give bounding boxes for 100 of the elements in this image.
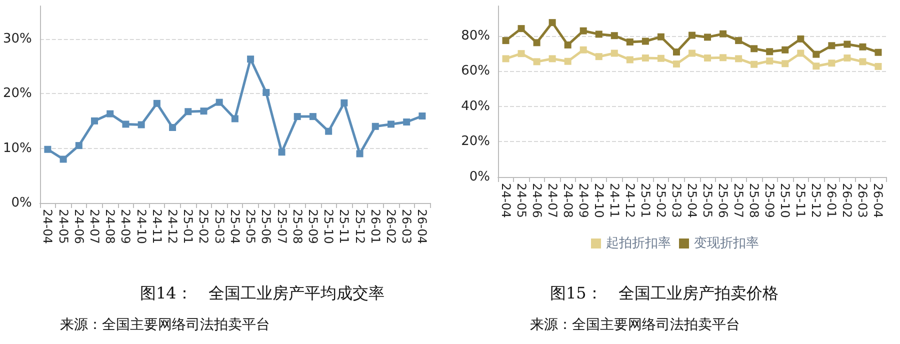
y-tick-label: 20% <box>2 86 32 102</box>
point <box>44 146 52 153</box>
x-tick-label: 24-05 <box>514 183 528 218</box>
x-tick-label: 26-01 <box>368 209 382 244</box>
point <box>750 60 758 68</box>
x-tick-label: 25-12 <box>352 209 367 244</box>
legend-label: 起拍折扣率 <box>606 235 671 251</box>
x-tick-label: 25-08 <box>290 209 304 244</box>
point <box>688 32 696 39</box>
x-tick-label: 25-08 <box>747 183 762 218</box>
point <box>122 120 130 128</box>
point <box>828 42 836 50</box>
point <box>372 122 379 130</box>
x-tick-label: 24-10 <box>592 183 606 218</box>
x-tick-label: 26-01 <box>824 183 839 218</box>
point <box>138 121 145 128</box>
point <box>294 113 301 120</box>
point <box>356 150 364 158</box>
point <box>580 46 587 54</box>
point <box>642 54 649 62</box>
x-tick-label: 24-07 <box>88 209 102 244</box>
point <box>688 50 696 57</box>
point <box>262 88 270 96</box>
point <box>812 50 820 58</box>
point <box>844 40 851 48</box>
point <box>657 33 664 40</box>
point <box>874 62 882 70</box>
point <box>309 113 316 120</box>
point <box>548 19 556 26</box>
x-tick-label: 25-11 <box>337 209 352 244</box>
point <box>403 118 410 126</box>
x-tick-label: 25-04 <box>228 209 242 244</box>
point <box>874 48 882 56</box>
x-tick-label: 24-12 <box>166 209 180 244</box>
point <box>75 142 82 150</box>
y-tick-label: 20% <box>461 134 490 150</box>
point <box>247 56 254 63</box>
x-tick-label: 26-04 <box>871 183 886 218</box>
point <box>340 99 348 106</box>
x-tick-label: 24-07 <box>545 183 560 218</box>
x-tick-label: 25-04 <box>685 183 699 218</box>
x-tick-label: 24-11 <box>150 209 164 244</box>
point <box>153 100 160 107</box>
x-tick-label: 24-11 <box>607 183 622 218</box>
point <box>231 115 238 122</box>
x-tick-label: 25-07 <box>274 209 289 244</box>
point <box>169 124 176 131</box>
point <box>564 41 572 48</box>
point <box>595 53 602 60</box>
x-tick-label: 26-04 <box>415 209 430 244</box>
x-tick-label: 26-02 <box>840 183 854 218</box>
x-tick-label: 24-12 <box>622 183 637 218</box>
x-tick-label: 25-06 <box>716 183 730 218</box>
x-tick-label: 25-03 <box>212 209 226 244</box>
point <box>580 27 587 34</box>
x-tick-label: 25-01 <box>638 183 652 218</box>
x-tick-label: 25-07 <box>732 183 746 218</box>
x-tick-label: 24-06 <box>72 209 86 244</box>
y-tick-label: 60% <box>461 64 490 79</box>
x-tick-label: 25-10 <box>778 183 792 218</box>
point <box>387 120 394 128</box>
y-tick-label: 10% <box>2 140 32 156</box>
point <box>672 60 680 68</box>
point <box>828 60 836 67</box>
x-tick-label: 25-05 <box>700 183 715 218</box>
point <box>418 112 426 120</box>
point <box>859 58 866 66</box>
point <box>518 25 525 32</box>
point <box>533 39 540 46</box>
point <box>216 98 223 106</box>
point <box>797 35 804 42</box>
x-tick-label: 25-01 <box>181 209 196 244</box>
y-tick-label: 40% <box>461 98 490 114</box>
x-tick-label: 24-04 <box>40 209 55 244</box>
y-tick-label: 30% <box>2 31 32 46</box>
point <box>200 108 208 115</box>
point <box>325 128 332 135</box>
x-tick-label: 25-06 <box>259 209 274 244</box>
x-tick-label: 25-09 <box>762 183 777 218</box>
x-tick-label: 24-09 <box>118 209 133 244</box>
point <box>735 55 742 62</box>
x-tick-label: 24-04 <box>498 183 513 218</box>
point <box>626 56 634 64</box>
point <box>720 30 727 38</box>
x-tick-label: 25-03 <box>669 183 684 218</box>
source-note: 来源：全国主要网络司法拍卖平台 <box>60 317 270 333</box>
point <box>797 50 804 57</box>
x-tick-label: 24-10 <box>134 209 148 244</box>
point <box>642 38 649 45</box>
point <box>704 54 712 62</box>
point <box>502 55 510 62</box>
point <box>595 30 602 38</box>
y-tick-label: 0% <box>469 170 490 184</box>
point <box>626 38 634 46</box>
point <box>184 108 192 116</box>
x-tick-label: 25-11 <box>794 183 808 218</box>
y-tick-label: 0% <box>11 196 32 210</box>
point <box>106 110 114 118</box>
point <box>704 34 712 41</box>
x-tick-label: 24-09 <box>576 183 590 218</box>
